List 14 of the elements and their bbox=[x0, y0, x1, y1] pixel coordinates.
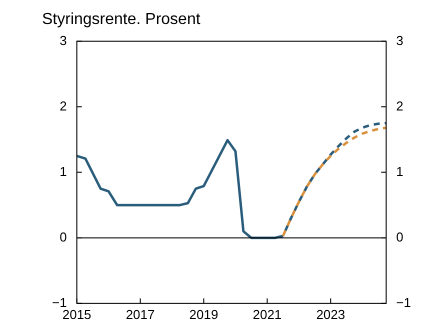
x-tick-label: 2021 bbox=[252, 306, 282, 322]
y2-tick-label: 1 bbox=[396, 164, 404, 179]
y2-tick-label: 3 bbox=[396, 32, 404, 48]
chart-title: Styringsrente. Prosent bbox=[42, 11, 201, 28]
y2-tick-label: 2 bbox=[396, 98, 404, 114]
y2-tick-label: 0 bbox=[396, 229, 404, 244]
x-tick-label: 2019 bbox=[189, 306, 218, 322]
y2-tick-label: −1 bbox=[396, 294, 412, 310]
x-tick-label: 2023 bbox=[316, 306, 346, 322]
y-tick-label: 1 bbox=[60, 164, 67, 179]
y-tick-label: 2 bbox=[60, 98, 67, 114]
y-tick-label: 3 bbox=[60, 32, 67, 48]
x-tick-label: 2017 bbox=[126, 306, 155, 322]
y-tick-label: 0 bbox=[60, 229, 67, 244]
